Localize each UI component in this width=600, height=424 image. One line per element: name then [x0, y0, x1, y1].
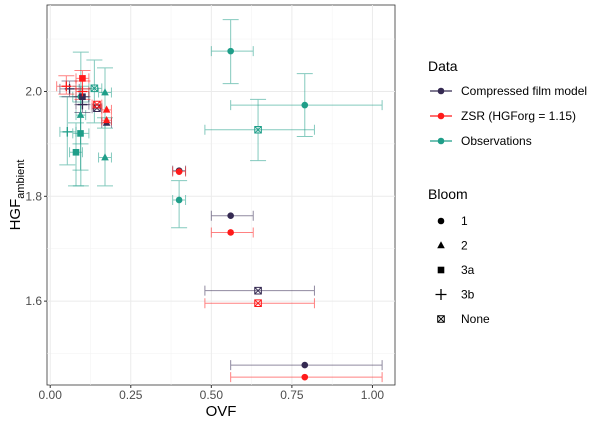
data-point: [102, 116, 111, 124]
legend-data-title: Data: [428, 58, 458, 74]
data-point: [77, 130, 84, 137]
legend-shape-square: [437, 266, 445, 274]
data-point: [102, 105, 111, 113]
x-tick-label: 1.00: [361, 388, 385, 402]
data-point: [79, 93, 86, 101]
legend-shape-plus: [435, 289, 447, 300]
data-point: [227, 47, 234, 55]
data-point: [77, 86, 88, 97]
data-point: [254, 286, 262, 295]
legend-label: None: [461, 312, 490, 326]
y-axis-title: HGFambient: [7, 160, 27, 231]
legend-shape-boxx: [437, 315, 445, 323]
data-point: [301, 361, 309, 369]
data-point: [62, 127, 73, 137]
data-point: [301, 373, 309, 381]
data-point: [101, 153, 109, 161]
x-tick-label: 0.00: [39, 388, 63, 402]
y-error-bar: [171, 180, 188, 229]
legend-label: Observations: [461, 134, 532, 148]
data-point: [175, 168, 183, 175]
legend-label: 1: [461, 214, 468, 228]
x-tick-label: 0.75: [280, 388, 304, 402]
data-point: [301, 101, 309, 109]
x-tick-label: 0.50: [200, 388, 224, 402]
x-error-bar: [204, 298, 315, 309]
data-point: [61, 81, 72, 92]
legend-label: 3b: [461, 288, 475, 302]
y-tick-label: 1.8: [25, 189, 42, 203]
y-error-bar: [97, 117, 113, 187]
data-point: [254, 299, 262, 308]
data-point: [101, 88, 109, 96]
legend-bloom-title: Bloom: [428, 186, 468, 202]
x-error-bar: [204, 285, 315, 296]
legend-label: ZSR (HGForg = 1.15): [461, 109, 576, 123]
data-point: [175, 196, 183, 204]
legend-shape-triangle: [437, 241, 445, 249]
data-point: [93, 100, 101, 109]
y-tick-label: 2.0: [25, 84, 42, 98]
data-point: [254, 125, 262, 134]
data-point: [227, 212, 234, 220]
data-point: [72, 148, 80, 156]
plot-panel: [46, 4, 396, 386]
x-error-bar: [204, 124, 315, 135]
data-point: [76, 110, 85, 118]
data-point: [90, 84, 99, 93]
legend-label: 3a: [461, 263, 475, 277]
legend-marker: [437, 87, 445, 95]
legend-label: 2: [461, 239, 468, 253]
x-axis-title: OVF: [206, 403, 237, 420]
y-axis-title-sub: ambient: [15, 160, 27, 199]
legend-label: Compressed film model: [461, 84, 587, 98]
x-tick-label: 0.25: [119, 388, 143, 402]
svg-text:HGFambient: HGFambient: [7, 160, 27, 231]
legend-marker: [437, 112, 445, 120]
data-point: [77, 99, 88, 110]
data-point: [79, 75, 86, 82]
legend-shape-circle: [437, 217, 445, 225]
y-tick-label: 1.6: [25, 294, 42, 308]
legend-marker: [437, 137, 445, 145]
data-point: [227, 229, 234, 236]
y-axis-title-main: HGF: [7, 199, 24, 231]
